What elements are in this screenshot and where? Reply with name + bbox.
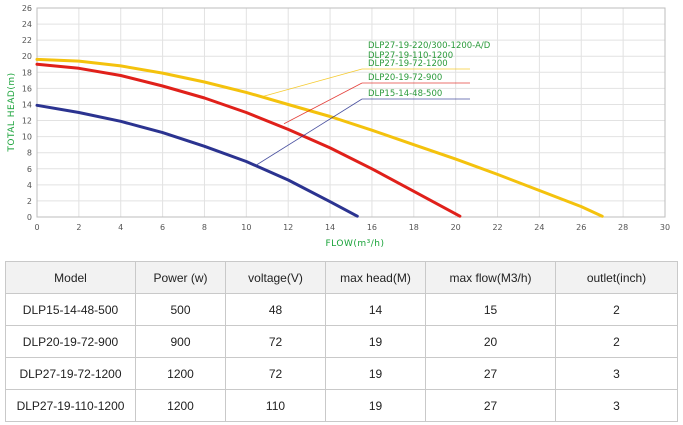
- x-tick-label: 4: [118, 223, 123, 232]
- y-tick-label: 8: [27, 149, 32, 158]
- y-tick-label: 18: [22, 68, 32, 77]
- legend-label: DLP27-19-72-1200: [368, 59, 448, 69]
- cell-model: DLP27-19-72-1200: [5, 357, 136, 390]
- legend-leader-line: [256, 98, 363, 166]
- header-model: Model: [5, 261, 136, 294]
- cell-max-flow: 27: [425, 389, 556, 422]
- cell-outlet: 2: [555, 325, 678, 358]
- x-tick-label: 20: [451, 223, 461, 232]
- cell-max-flow: 27: [425, 357, 556, 390]
- x-tick-label: 12: [283, 223, 293, 232]
- cell-voltage: 72: [225, 357, 326, 390]
- cell-model: DLP27-19-110-1200: [5, 389, 136, 422]
- y-tick-label: 12: [22, 117, 32, 126]
- x-tick-label: 22: [492, 223, 502, 232]
- y-tick-label: 0: [27, 213, 32, 222]
- y-tick-label: 2: [27, 197, 32, 206]
- chart-axes: 0 2 4 6 8 10 12 14 16 18 20 22 24 26 28 300246810121416…: [22, 4, 670, 232]
- series-line: [35, 62, 462, 218]
- table-row: DLP27-19-72-1200 1200 72 19 27 3: [5, 357, 678, 390]
- x-tick-label: 10: [241, 223, 251, 232]
- spec-table: Model Power (w) voltage(V) max head(M) m…: [5, 261, 678, 422]
- legend-label: DLP20-19-72-900: [368, 73, 442, 83]
- cell-outlet: 2: [555, 293, 678, 326]
- cell-power: 900: [135, 325, 226, 358]
- cell-outlet: 3: [555, 357, 678, 390]
- y-tick-label: 26: [22, 4, 32, 13]
- legend-label: DLP27-19-110-1200: [368, 51, 453, 61]
- table-row: DLP15-14-48-500 500 48 14 15 2: [5, 293, 678, 326]
- x-tick-label: 18: [409, 223, 419, 232]
- series-line: [35, 103, 359, 218]
- y-tick-label: 10: [22, 133, 32, 142]
- chart-grid: [36, 7, 666, 218]
- x-tick-label: 30: [660, 223, 670, 232]
- y-tick-label: 22: [22, 36, 32, 45]
- cell-power: 1200: [135, 357, 226, 390]
- cell-max-head: 19: [325, 389, 426, 422]
- x-tick-label: 28: [618, 223, 628, 232]
- cell-max-flow: 20: [425, 325, 556, 358]
- header-max-head: max head(M): [325, 261, 426, 294]
- y-tick-label: 4: [27, 181, 32, 190]
- x-tick-label: 0: [34, 223, 39, 232]
- table-row: DLP20-19-72-900 900 72 19 20 2: [5, 325, 678, 358]
- y-tick-label: 24: [22, 20, 32, 29]
- plot-frame: [36, 7, 666, 218]
- x-tick-label: 24: [534, 223, 544, 232]
- x-tick-label: 14: [325, 223, 335, 232]
- x-axis-label: FLOW(m³/h): [326, 239, 385, 249]
- table-header-row: Model Power (w) voltage(V) max head(M) m…: [5, 261, 678, 294]
- legend-leader-line: [283, 82, 363, 125]
- legend-leader-line: [262, 68, 363, 97]
- chart-legend: DLP27-19-220/300-1200-A/DDLP27-19-110-12…: [256, 41, 491, 166]
- x-tick-label: 8: [202, 223, 207, 232]
- cell-max-head: 19: [325, 357, 426, 390]
- x-tick-label: 26: [576, 223, 586, 232]
- cell-voltage: 110: [225, 389, 326, 422]
- cell-power: 500: [135, 293, 226, 326]
- y-tick-label: 6: [27, 165, 32, 174]
- cell-voltage: 48: [225, 293, 326, 326]
- table-row: DLP27-19-110-1200 1200 110 19 27 3: [5, 389, 678, 422]
- cell-voltage: 72: [225, 325, 326, 358]
- y-tick-label: 20: [22, 52, 32, 61]
- chart-series: [35, 57, 604, 218]
- y-tick-label: 16: [22, 84, 32, 93]
- series-line: [35, 57, 604, 218]
- header-max-flow: max flow(M3/h): [425, 261, 556, 294]
- x-tick-label: 2: [76, 223, 81, 232]
- cell-outlet: 3: [555, 389, 678, 422]
- header-power: Power (w): [135, 261, 226, 294]
- cell-max-flow: 15: [425, 293, 556, 326]
- cell-model: DLP15-14-48-500: [5, 293, 136, 326]
- legend-label: DLP27-19-220/300-1200-A/D: [368, 41, 491, 51]
- cell-max-head: 19: [325, 325, 426, 358]
- cell-power: 1200: [135, 389, 226, 422]
- x-tick-label: 16: [367, 223, 377, 232]
- y-axis-label: TOTAL HEAD(m): [7, 72, 17, 152]
- header-outlet: outlet(inch): [555, 261, 678, 294]
- legend-label: DLP15-14-48-500: [368, 89, 442, 99]
- cell-max-head: 14: [325, 293, 426, 326]
- pump-curve-chart: 0 2 4 6 8 10 12 14 16 18 20 22 24 26 28 300246810121416…: [7, 4, 670, 249]
- header-voltage: voltage(V): [225, 261, 326, 294]
- cell-model: DLP20-19-72-900: [5, 325, 136, 358]
- y-tick-label: 14: [22, 100, 32, 109]
- x-tick-label: 6: [160, 223, 165, 232]
